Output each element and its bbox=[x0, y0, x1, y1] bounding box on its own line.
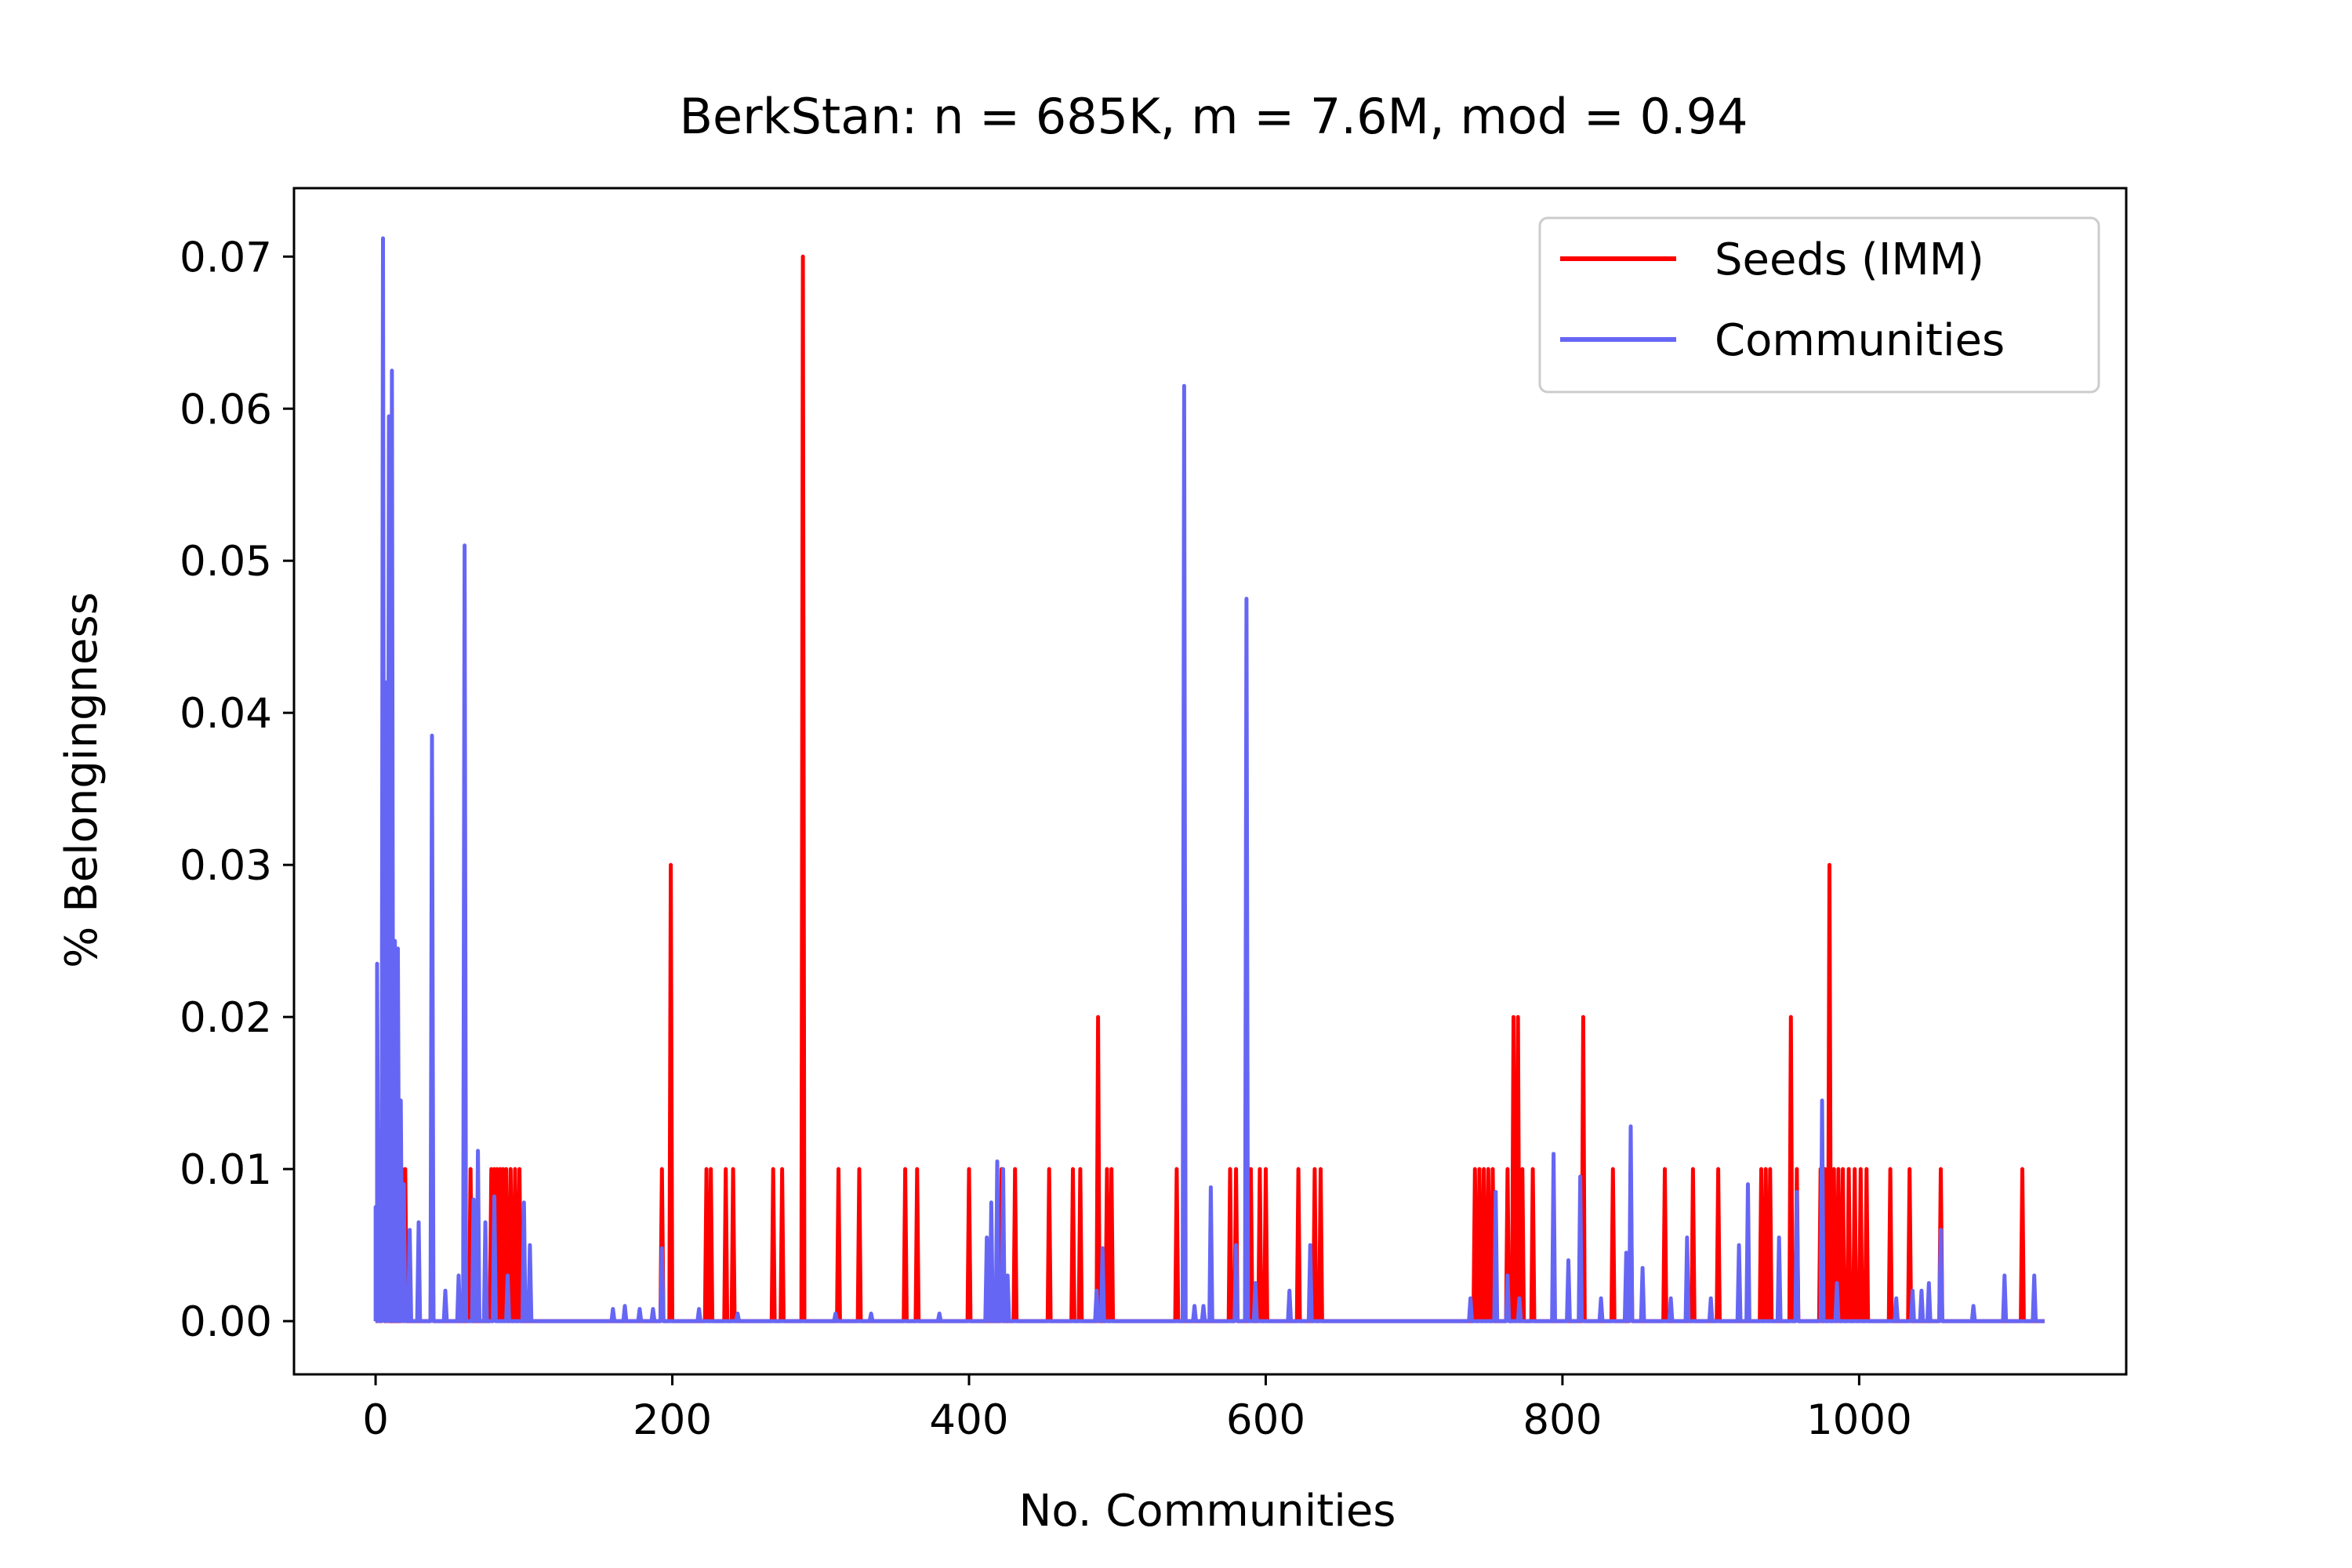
legend-label-communities: Communities bbox=[1715, 315, 2005, 366]
x-tick-label: 0 bbox=[362, 1396, 389, 1444]
y-tick-label: 0.06 bbox=[180, 386, 272, 434]
x-tick-label: 200 bbox=[633, 1396, 712, 1444]
legend-box bbox=[1538, 216, 2100, 394]
legend: Seeds (IMM) Communities bbox=[1538, 216, 2100, 394]
legend-label-seeds: Seeds (IMM) bbox=[1715, 234, 1984, 285]
y-tick-label: 0.02 bbox=[180, 994, 272, 1042]
x-axis-ticks: 0 200 400 600 800 1000 bbox=[362, 1374, 1912, 1444]
x-axis-label: No. Communities bbox=[1019, 1486, 1396, 1537]
x-tick-label: 600 bbox=[1226, 1396, 1305, 1444]
y-tick-label: 0.00 bbox=[180, 1298, 272, 1346]
chart-title: BerkStan: n = 685K, m = 7.6M, mod = 0.94 bbox=[679, 88, 1748, 145]
y-tick-label: 0.03 bbox=[180, 842, 272, 890]
x-tick-label: 400 bbox=[929, 1396, 1008, 1444]
x-tick-label: 800 bbox=[1523, 1396, 1602, 1444]
y-axis-label: % Belongingness bbox=[56, 592, 107, 968]
y-tick-label: 0.04 bbox=[180, 690, 272, 738]
y-tick-label: 0.07 bbox=[180, 234, 272, 281]
plot-lines bbox=[373, 236, 2045, 1323]
y-tick-label: 0.05 bbox=[180, 538, 272, 586]
y-axis-ticks: 0.00 0.01 0.02 0.03 0.04 0.05 0.06 0.07 bbox=[180, 234, 294, 1346]
plot-area-frame bbox=[292, 187, 2128, 1376]
y-tick-label: 0.01 bbox=[180, 1146, 272, 1194]
x-tick-label: 1000 bbox=[1806, 1396, 1912, 1444]
series-line-communities bbox=[373, 236, 2045, 1323]
